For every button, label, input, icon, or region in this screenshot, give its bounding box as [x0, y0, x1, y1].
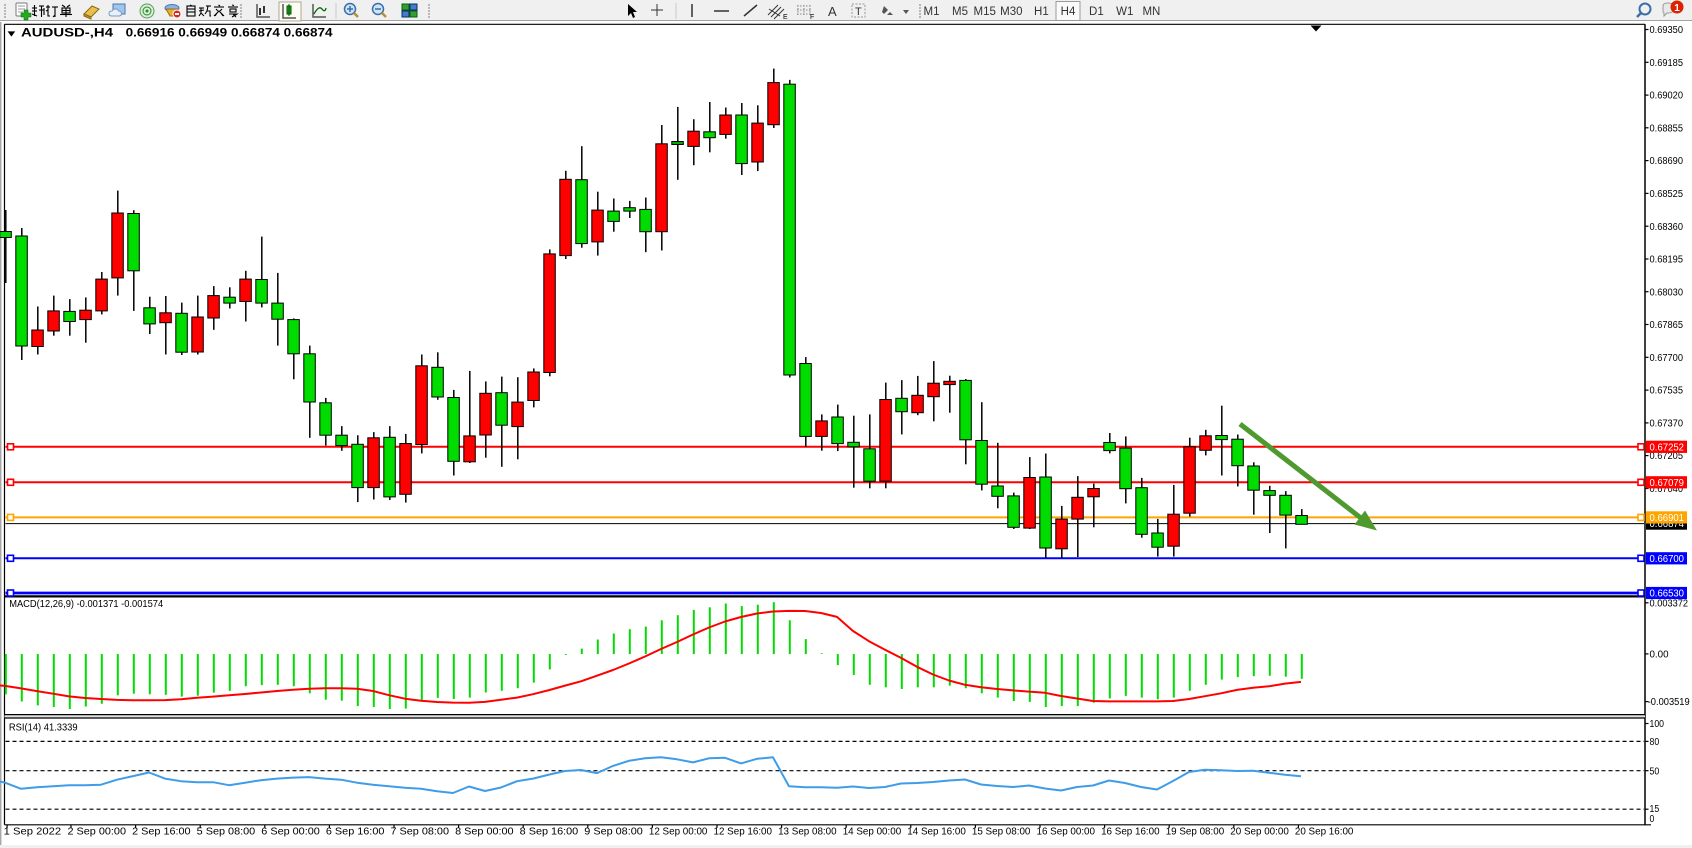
svg-text:0.00: 0.00: [1650, 650, 1669, 661]
svg-text:0.66874: 0.66874: [1650, 519, 1685, 530]
svg-text:-0.003519: -0.003519: [1648, 697, 1690, 708]
svg-text:20 Sep 16:00: 20 Sep 16:00: [1295, 827, 1354, 838]
svg-text:H1: H1: [1034, 6, 1049, 18]
svg-text:50: 50: [1650, 766, 1660, 777]
svg-text:9 Sep 08:00: 9 Sep 08:00: [584, 827, 643, 838]
svg-text:0.67252: 0.67252: [1650, 442, 1685, 453]
svg-text:AUDUSD-,H4: AUDUSD-,H4: [21, 26, 113, 40]
svg-text:0.69185: 0.69185: [1650, 58, 1684, 69]
svg-text:12 Sep 00:00: 12 Sep 00:00: [649, 827, 708, 838]
svg-text:2 Sep 00:00: 2 Sep 00:00: [68, 827, 127, 838]
svg-text:0.003372: 0.003372: [1650, 598, 1689, 609]
svg-text:H4: H4: [1061, 6, 1076, 18]
svg-text:0: 0: [1650, 814, 1655, 825]
svg-text:F: F: [810, 14, 814, 21]
svg-text:13 Sep 08:00: 13 Sep 08:00: [778, 827, 837, 838]
svg-text:0.67535: 0.67535: [1650, 386, 1684, 397]
svg-text:M30: M30: [1000, 6, 1022, 18]
svg-text:16 Sep 16:00: 16 Sep 16:00: [1101, 827, 1160, 838]
svg-text:0.67079: 0.67079: [1650, 478, 1685, 489]
svg-text:0.67205: 0.67205: [1650, 451, 1684, 462]
svg-text:RSI(14) 41.3339: RSI(14) 41.3339: [9, 723, 78, 734]
svg-text:MN: MN: [1142, 6, 1160, 18]
svg-text:0.68855: 0.68855: [1650, 123, 1684, 134]
svg-text:M5: M5: [952, 6, 968, 18]
svg-text:0.67040: 0.67040: [1650, 484, 1684, 495]
svg-text:A: A: [828, 4, 837, 19]
svg-text:0.66530: 0.66530: [1650, 589, 1685, 600]
svg-text:16 Sep 00:00: 16 Sep 00:00: [1037, 827, 1096, 838]
svg-text:M15: M15: [974, 6, 996, 18]
svg-text:0.68030: 0.68030: [1650, 287, 1684, 298]
svg-text:8 Sep 16:00: 8 Sep 16:00: [520, 827, 579, 838]
svg-text:80: 80: [1650, 737, 1660, 748]
svg-text:14 Sep 16:00: 14 Sep 16:00: [907, 827, 966, 838]
svg-text:0.69350: 0.69350: [1650, 25, 1684, 36]
svg-text:E: E: [783, 14, 788, 21]
svg-text:W1: W1: [1116, 6, 1133, 18]
svg-text:100: 100: [1650, 719, 1665, 730]
svg-text:14 Sep 00:00: 14 Sep 00:00: [843, 827, 902, 838]
svg-text:0.66700: 0.66700: [1650, 554, 1685, 565]
svg-text:0.67700: 0.67700: [1650, 353, 1684, 364]
svg-text:2 Sep 16:00: 2 Sep 16:00: [132, 827, 191, 838]
svg-text:6 Sep 16:00: 6 Sep 16:00: [326, 827, 385, 838]
svg-text:6 Sep 00:00: 6 Sep 00:00: [261, 827, 320, 838]
svg-text:0.68690: 0.68690: [1650, 156, 1684, 167]
svg-text:MACD(12,26,9) -0.001371 -0.001: MACD(12,26,9) -0.001371 -0.001574: [9, 599, 163, 610]
svg-text:5 Sep 08:00: 5 Sep 08:00: [197, 827, 256, 838]
svg-text:15: 15: [1650, 804, 1660, 815]
svg-text:D1: D1: [1089, 6, 1104, 18]
svg-text:0.68195: 0.68195: [1650, 255, 1684, 266]
svg-text:M1: M1: [924, 6, 940, 18]
svg-text:0.69020: 0.69020: [1650, 91, 1684, 102]
svg-text:0.68525: 0.68525: [1650, 189, 1684, 200]
svg-text:20 Sep 00:00: 20 Sep 00:00: [1230, 827, 1289, 838]
svg-text:15 Sep 08:00: 15 Sep 08:00: [972, 827, 1031, 838]
svg-text:0.66901: 0.66901: [1650, 513, 1685, 524]
svg-text:T: T: [855, 6, 862, 18]
svg-text:8 Sep 00:00: 8 Sep 00:00: [455, 827, 514, 838]
svg-text:0.66916 0.66949 0.66874 0.6687: 0.66916 0.66949 0.66874 0.66874: [126, 26, 333, 40]
svg-text:12 Sep 16:00: 12 Sep 16:00: [714, 827, 773, 838]
svg-text:7 Sep 08:00: 7 Sep 08:00: [391, 827, 450, 838]
svg-text:0.68360: 0.68360: [1650, 222, 1684, 233]
svg-text:1 Sep 2022: 1 Sep 2022: [4, 827, 62, 838]
svg-text:19 Sep 08:00: 19 Sep 08:00: [1166, 827, 1225, 838]
svg-text:1: 1: [1674, 3, 1680, 14]
svg-text:0.67370: 0.67370: [1650, 419, 1684, 430]
svg-text:0.67865: 0.67865: [1650, 320, 1684, 331]
